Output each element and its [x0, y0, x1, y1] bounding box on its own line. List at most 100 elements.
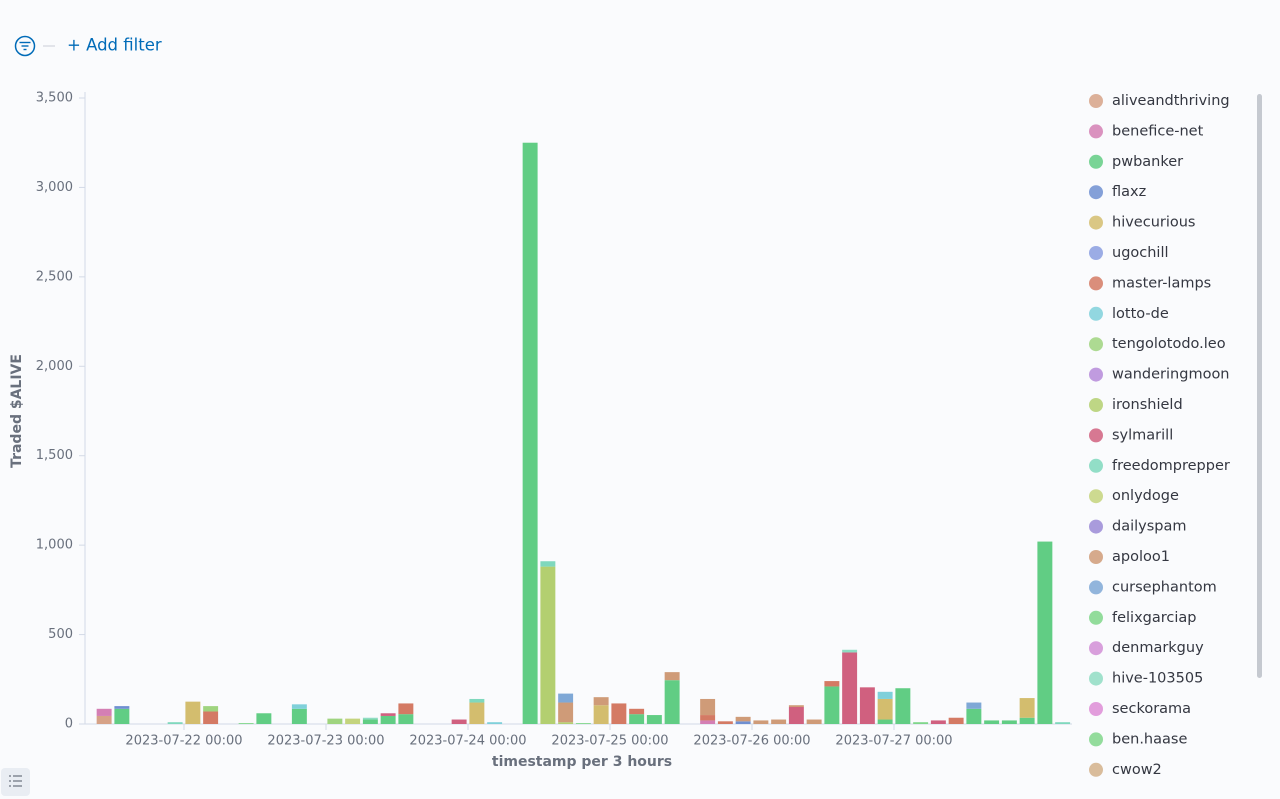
- bar-segment: [540, 566, 556, 724]
- bar-segment: [700, 720, 716, 724]
- bar-segment: [291, 708, 307, 724]
- legend-entry[interactable]: pwbanker: [1112, 154, 1183, 170]
- bar-segment: [114, 708, 130, 724]
- legend-entry[interactable]: lotto-de: [1112, 306, 1169, 322]
- legend-entry[interactable]: hive-103505: [1112, 671, 1203, 687]
- bar-segment: [593, 697, 609, 706]
- bar-segment: [522, 142, 538, 724]
- bar-segment: [629, 708, 645, 715]
- y-tick-label: 2,000: [36, 359, 73, 374]
- legend-entry[interactable]: dailyspam: [1112, 519, 1187, 535]
- legend-swatch: [1089, 550, 1103, 564]
- bar-segment: [167, 722, 183, 724]
- bar-segment: [824, 681, 840, 687]
- bar-segment: [788, 707, 804, 724]
- legend-toggle[interactable]: [1, 768, 30, 796]
- legend-swatch: [1089, 580, 1103, 595]
- legend-entry[interactable]: aliveandthriving: [1112, 93, 1230, 109]
- filter-icon[interactable]: [14, 35, 36, 57]
- bar-segment: [700, 715, 716, 721]
- legend-entry[interactable]: cursephantom: [1112, 579, 1217, 595]
- bar-segment: [540, 561, 556, 567]
- legend-entry[interactable]: seckorama: [1112, 701, 1191, 717]
- bar-segment: [575, 723, 591, 724]
- y-tick-label: 0: [65, 717, 73, 732]
- bar-segment: [966, 702, 982, 709]
- y-axis-label: Traded $ALIVE: [9, 354, 25, 468]
- legend-entry[interactable]: felixgarciap: [1112, 610, 1197, 626]
- legend-swatch: [1089, 306, 1103, 321]
- legend-scrollbar[interactable]: [1257, 94, 1262, 678]
- legend-entry[interactable]: denmarkguy: [1112, 640, 1204, 656]
- bar-segment: [1019, 717, 1035, 724]
- bar-segment: [558, 722, 574, 724]
- legend-swatch: [1089, 610, 1103, 625]
- bar-segment: [859, 687, 875, 724]
- bar-segment: [114, 706, 130, 709]
- legend-swatch: [1089, 185, 1103, 200]
- bar-segment: [558, 693, 574, 703]
- x-axis-label: timestamp per 3 hours: [492, 754, 672, 770]
- bar-segment: [966, 708, 982, 724]
- legend-toggle-icon: [9, 775, 22, 787]
- bar-segment: [593, 705, 609, 724]
- legend-swatch: [1089, 732, 1103, 747]
- legend-swatch: [1089, 489, 1103, 504]
- legend-entry[interactable]: apoloo1: [1112, 549, 1170, 565]
- filter-button[interactable]: [14, 35, 36, 57]
- y-tick-label: 2,500: [36, 269, 73, 284]
- bar-segment: [380, 715, 396, 724]
- bar-segment: [842, 649, 858, 653]
- bar-segment: [327, 718, 343, 724]
- bar-segment: [877, 719, 893, 724]
- bar-segment: [611, 703, 627, 724]
- legend-entry[interactable]: tengolotodo.leo: [1112, 336, 1226, 352]
- bar-segment: [806, 719, 822, 724]
- y-tick-label: 1,500: [36, 448, 73, 463]
- legend-swatch: [1089, 276, 1103, 291]
- bar-segment: [256, 713, 272, 724]
- bar-segment: [362, 719, 378, 724]
- legend-swatch: [1089, 428, 1103, 443]
- bar-segment: [788, 705, 804, 708]
- bar-segment: [203, 711, 219, 724]
- bar-segment: [824, 686, 840, 724]
- legend-entry[interactable]: cwow2: [1112, 762, 1162, 778]
- y-tick-label: 3,500: [36, 91, 73, 106]
- legend-swatch: [1089, 641, 1103, 656]
- add-filter[interactable]: + Add filter: [67, 36, 162, 55]
- legend-entry[interactable]: freedomprepper: [1112, 458, 1230, 474]
- bar-segment: [469, 698, 485, 703]
- legend-entry[interactable]: flaxz: [1112, 184, 1146, 200]
- legend-swatch: [1089, 671, 1103, 686]
- legend-swatch: [1089, 124, 1103, 139]
- bar-segment: [380, 713, 396, 716]
- bar-segment: [185, 701, 201, 724]
- bar-segment: [664, 680, 680, 724]
- bar-segment: [362, 717, 378, 720]
- legend-entry[interactable]: hivecurious: [1112, 215, 1196, 231]
- bar-segment: [842, 652, 858, 724]
- bar-segment: [664, 672, 680, 681]
- bar-segment: [753, 720, 769, 724]
- legend-entry[interactable]: benefice-net: [1112, 123, 1204, 139]
- bar-segment: [629, 714, 645, 724]
- legend-entry[interactable]: ben.haase: [1112, 731, 1187, 747]
- legend-entry[interactable]: ironshield: [1112, 397, 1183, 413]
- legend-toggle-button[interactable]: [1, 768, 30, 796]
- legend-entry[interactable]: onlydoge: [1112, 488, 1179, 504]
- legend-entry[interactable]: ugochill: [1112, 245, 1169, 261]
- legend-swatch: [1089, 367, 1103, 382]
- legend-entry[interactable]: wanderingmoon: [1112, 367, 1230, 383]
- bar-segment: [877, 698, 893, 720]
- legend-swatch: [1089, 154, 1103, 169]
- bar-segment: [1001, 720, 1017, 724]
- legend-swatch: [1089, 519, 1103, 534]
- legend-entry[interactable]: master-lamps: [1112, 275, 1211, 291]
- bar-segment: [895, 688, 911, 724]
- x-tick-label: 2023-07-24 00:00: [409, 734, 526, 749]
- legend-entry[interactable]: sylmarill: [1112, 427, 1173, 443]
- bar-segment: [930, 720, 946, 724]
